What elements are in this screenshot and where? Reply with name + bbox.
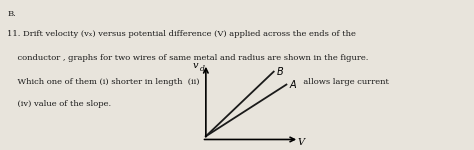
Text: (iv) value of the slope.: (iv) value of the slope. (7, 100, 111, 108)
Text: Which one of them (i) shorter in length  (ii) has high resistance (iii) allows l: Which one of them (i) shorter in length … (7, 78, 389, 86)
Text: B.: B. (7, 11, 16, 18)
Text: V: V (297, 138, 304, 147)
Text: d: d (200, 65, 205, 73)
Text: v: v (193, 61, 199, 70)
Text: A: A (290, 80, 296, 90)
Text: conductor , graphs for two wires of same metal and radius are shown in the figur: conductor , graphs for two wires of same… (7, 54, 368, 62)
Text: 11. Drift velocity (vₓ) versus potential difference (V) applied across the ends : 11. Drift velocity (vₓ) versus potential… (7, 30, 356, 38)
Text: B: B (277, 67, 284, 77)
